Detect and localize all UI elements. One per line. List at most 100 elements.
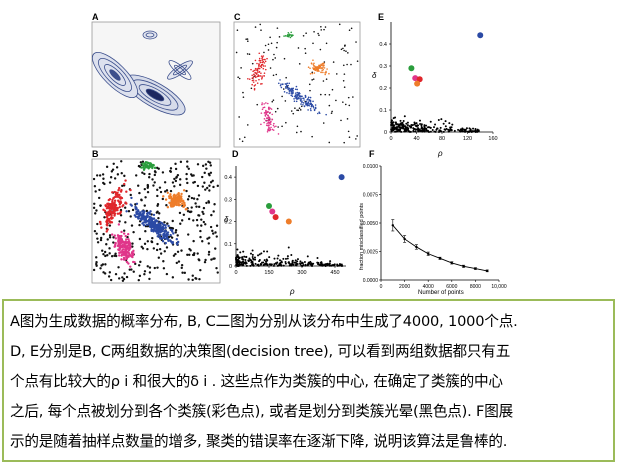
cluster-point bbox=[293, 98, 295, 100]
halo-point bbox=[207, 250, 211, 254]
cluster-point bbox=[152, 220, 156, 224]
cluster-point bbox=[265, 109, 267, 112]
halo-point bbox=[284, 100, 287, 102]
halo-point bbox=[105, 243, 108, 246]
cluster-point bbox=[277, 82, 280, 85]
cluster-point bbox=[324, 73, 327, 76]
cluster-point bbox=[260, 66, 263, 69]
cluster-point bbox=[313, 65, 316, 67]
cluster-point bbox=[105, 212, 108, 216]
cluster-point bbox=[111, 198, 114, 202]
cluster-point bbox=[144, 165, 147, 169]
halo-point bbox=[206, 186, 209, 190]
d-halo-point bbox=[254, 262, 257, 265]
cluster-point bbox=[291, 93, 294, 95]
halo-point bbox=[152, 247, 156, 250]
halo-point bbox=[112, 162, 115, 165]
cluster-point bbox=[142, 224, 146, 227]
halo-point bbox=[295, 131, 298, 134]
cluster-point bbox=[316, 69, 319, 72]
halo-point bbox=[216, 184, 219, 188]
e-halo-point bbox=[419, 123, 422, 126]
cluster-point bbox=[146, 161, 149, 164]
cluster-point bbox=[279, 79, 281, 81]
cluster-point bbox=[113, 234, 116, 237]
halo-point bbox=[187, 217, 191, 221]
cluster-point bbox=[261, 56, 264, 59]
cluster-point bbox=[271, 118, 274, 121]
cluster-point bbox=[113, 214, 116, 217]
cluster-point bbox=[178, 194, 181, 198]
cluster-point bbox=[275, 125, 277, 128]
halo-point bbox=[122, 229, 126, 232]
cluster-point bbox=[263, 121, 265, 124]
halo-point bbox=[101, 249, 104, 252]
d-halo-point bbox=[245, 255, 248, 258]
cluster-point bbox=[111, 200, 114, 203]
halo-point bbox=[139, 260, 142, 264]
cluster-point bbox=[254, 67, 257, 70]
cluster-point bbox=[266, 130, 269, 133]
cluster-point bbox=[145, 214, 149, 218]
cluster-point bbox=[314, 104, 317, 106]
halo-point bbox=[196, 252, 199, 255]
halo-point bbox=[195, 218, 199, 222]
cluster-point bbox=[184, 208, 188, 211]
cluster-point bbox=[116, 212, 120, 215]
d-halo-point bbox=[299, 262, 302, 265]
halo-point bbox=[186, 198, 190, 201]
cluster-point bbox=[318, 64, 321, 67]
halo-point bbox=[342, 101, 344, 103]
halo-point bbox=[146, 247, 149, 251]
f-data-point bbox=[486, 269, 489, 273]
halo-point bbox=[235, 51, 238, 54]
cluster-point bbox=[174, 203, 178, 206]
e-halo-point bbox=[469, 129, 472, 132]
halo-point bbox=[197, 258, 200, 261]
halo-point bbox=[196, 184, 200, 188]
halo-point bbox=[346, 118, 349, 120]
halo-point bbox=[300, 105, 303, 108]
chart-d: 0 0.1 0.2 0.3 0.4 0 150 300 450 δ ρ bbox=[224, 166, 346, 296]
halo-point bbox=[146, 183, 149, 187]
cluster-point bbox=[303, 105, 306, 107]
cluster-point bbox=[269, 107, 271, 109]
halo-point bbox=[174, 229, 178, 232]
halo-point bbox=[192, 197, 196, 200]
d-halo-point bbox=[303, 260, 306, 263]
halo-point bbox=[106, 254, 109, 257]
cluster-point bbox=[263, 112, 266, 114]
cluster-point bbox=[324, 71, 326, 74]
cluster-point bbox=[120, 230, 123, 234]
d-halo-point bbox=[242, 250, 245, 253]
halo-point bbox=[103, 272, 107, 275]
cluster-point bbox=[114, 204, 118, 207]
cluster-point bbox=[145, 223, 148, 227]
cluster-point bbox=[284, 86, 287, 88]
cluster-point bbox=[287, 88, 290, 91]
halo-point bbox=[197, 205, 201, 209]
e-halo-point bbox=[451, 123, 454, 126]
cluster-point bbox=[121, 250, 124, 254]
cluster-point bbox=[132, 252, 135, 255]
cluster-point bbox=[312, 63, 315, 66]
cluster-point bbox=[125, 210, 128, 213]
halo-point bbox=[161, 197, 165, 201]
cluster-point bbox=[270, 108, 273, 110]
halo-point bbox=[320, 25, 322, 28]
cluster-point bbox=[317, 112, 319, 115]
e-halo-point bbox=[421, 129, 424, 132]
d-halo-point bbox=[244, 261, 247, 264]
halo-point bbox=[95, 260, 98, 264]
cluster-point bbox=[167, 224, 170, 228]
halo-point bbox=[340, 119, 342, 122]
cluster-point bbox=[269, 128, 271, 130]
cluster-point bbox=[144, 217, 147, 220]
cluster-point bbox=[129, 188, 132, 192]
e-halo-point bbox=[414, 130, 417, 133]
halo-point bbox=[302, 35, 305, 37]
cluster-point bbox=[130, 196, 133, 200]
cluster-point bbox=[280, 86, 283, 89]
cluster-point bbox=[106, 224, 109, 227]
d-halo-point bbox=[294, 261, 297, 264]
